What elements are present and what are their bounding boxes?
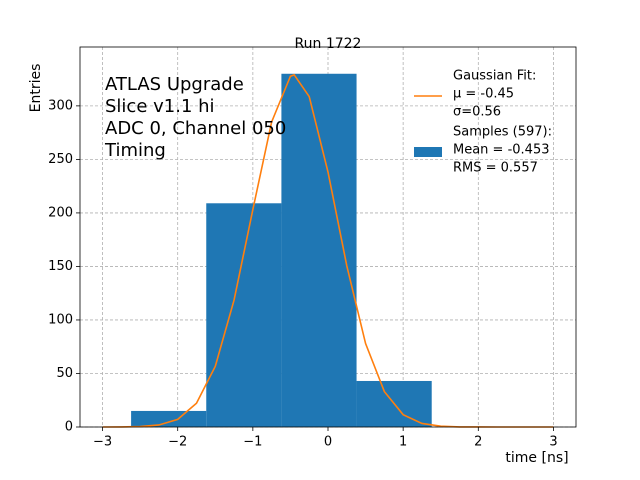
annotation: Slice v1.1 hi xyxy=(105,96,215,117)
y-tick-label: 100 xyxy=(48,312,73,327)
y-tick-label: 300 xyxy=(48,98,73,113)
x-tick-label: 1 xyxy=(399,435,407,450)
x-tick-label: −3 xyxy=(93,435,112,450)
y-tick-label: 0 xyxy=(65,420,73,435)
legend-label: Mean = -0.453 xyxy=(453,143,549,158)
legend-label: RMS = 0.557 xyxy=(453,161,538,176)
y-tick-label: 200 xyxy=(48,205,73,220)
y-tick-label: 250 xyxy=(48,152,73,167)
x-tick-label: 3 xyxy=(549,435,557,450)
legend-label: σ=0.56 xyxy=(453,105,501,120)
annotation: Timing xyxy=(104,140,166,161)
y-tick-label: 50 xyxy=(56,366,73,381)
legend-label: μ = -0.45 xyxy=(453,87,514,102)
x-tick-label: −1 xyxy=(243,435,262,450)
legend-swatch xyxy=(414,147,442,157)
histogram-bar xyxy=(281,73,357,428)
x-tick-label: 2 xyxy=(474,435,482,450)
x-tick-label: 0 xyxy=(324,435,332,450)
x-axis-label: time [ns] xyxy=(505,450,568,466)
annotation: ATLAS Upgrade xyxy=(105,74,244,95)
legend-label: Gaussian Fit: xyxy=(453,69,536,84)
x-tick-label: −2 xyxy=(168,435,187,450)
histogram-bar xyxy=(206,203,282,427)
histogram-bar xyxy=(131,410,207,427)
chart-title: Run 1722 xyxy=(295,36,362,52)
y-tick-label: 150 xyxy=(48,259,73,274)
legend-label: Samples (597): xyxy=(453,125,552,140)
annotation: ADC 0, Channel 050 xyxy=(105,118,286,139)
y-axis-label: Entries xyxy=(28,64,44,113)
